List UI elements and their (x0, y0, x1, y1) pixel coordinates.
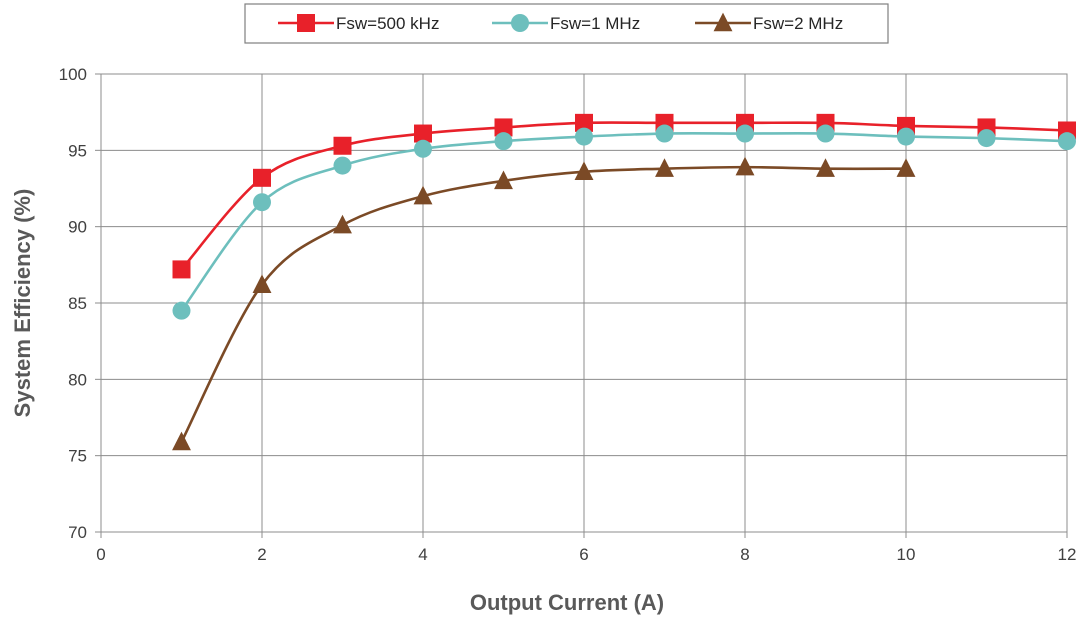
data-point-triangle (494, 170, 513, 190)
x-tick-label: 4 (418, 545, 427, 564)
data-point-circle (575, 127, 593, 146)
legend-item: Fsw=1 MHz (492, 14, 640, 33)
y-axis-title: System Efficiency (%) (10, 189, 35, 418)
series (172, 113, 1076, 451)
data-point-square (172, 260, 191, 279)
data-point-triangle (172, 431, 191, 451)
y-tick-label: 75 (68, 447, 87, 466)
data-point-circle (897, 127, 915, 146)
legend-label: Fsw=1 MHz (550, 14, 640, 33)
data-point-triangle (252, 274, 272, 293)
x-tick-label: 8 (740, 545, 749, 564)
data-point-triangle (333, 214, 352, 234)
x-tick-label: 12 (1058, 545, 1077, 564)
x-axis-title: Output Current (A) (470, 590, 664, 615)
y-tick-label: 100 (59, 65, 87, 84)
data-point-circle (333, 156, 352, 175)
x-tick-label: 0 (96, 545, 105, 564)
series-line (180, 121, 1068, 271)
data-point-square (494, 118, 513, 137)
legend: Fsw=500 kHz Fsw=1 MHz Fsw=2 MHz (244, 3, 889, 44)
y-tick-label: 90 (68, 218, 87, 237)
data-point-triangle (655, 158, 674, 177)
x-tick-label: 2 (257, 545, 266, 564)
legend-marker-triangle (713, 12, 733, 32)
data-point-triangle (574, 161, 594, 180)
y-tick-label: 85 (68, 294, 87, 313)
legend-marker-square (297, 14, 315, 32)
data-point-triangle (735, 156, 755, 176)
series-line (180, 132, 1068, 312)
tick-labels: 0 2 4 6 8 10 12 70 75 80 85 90 95 100 (59, 65, 1077, 564)
data-point-square (333, 136, 352, 155)
data-point-circle (816, 124, 835, 143)
data-point-circle (655, 124, 674, 143)
data-point-circle (1058, 132, 1076, 151)
series-line (180, 165, 907, 443)
data-point-triangle (816, 158, 835, 177)
plot-area-border (100, 73, 1068, 533)
data-point-circle (977, 129, 996, 148)
data-point-square (575, 113, 593, 132)
y-tick-label: 70 (68, 523, 87, 542)
y-tick-label: 80 (68, 370, 87, 389)
data-point-circle (172, 301, 191, 320)
series-triangle (172, 156, 916, 451)
legend-label: Fsw=2 MHz (753, 14, 843, 33)
data-point-circle (414, 139, 432, 158)
x-tick-label: 6 (579, 545, 588, 564)
x-tick-label: 10 (897, 545, 916, 564)
legend-box (244, 3, 889, 44)
data-point-square (253, 168, 271, 187)
data-point-triangle (413, 185, 433, 205)
legend-marker-circle (511, 14, 529, 32)
legend-item: Fsw=2 MHz (695, 12, 843, 33)
data-point-square (414, 124, 432, 143)
data-point-triangle (896, 158, 916, 177)
legend-label: Fsw=500 kHz (336, 14, 439, 33)
data-point-circle (494, 132, 513, 151)
series-circle (172, 124, 1076, 320)
data-point-circle (736, 124, 754, 143)
data-point-circle (253, 193, 271, 212)
y-tick-label: 95 (68, 141, 87, 160)
legend-item: Fsw=500 kHz (278, 14, 439, 33)
